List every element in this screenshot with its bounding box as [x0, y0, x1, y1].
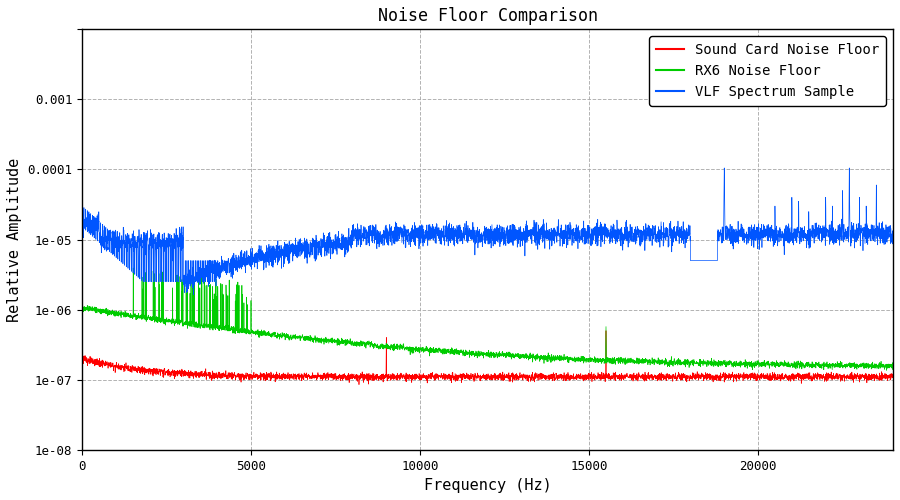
- VLF Spectrum Sample: [887, 238, 898, 244]
- Legend: Sound Card Noise Floor, RX6 Noise Floor, VLF Spectrum Sample: Sound Card Noise Floor, RX6 Noise Floor,…: [649, 36, 886, 106]
- Sound Card Noise Floor: [389, 372, 400, 378]
- RX6 Noise Floor: [389, 345, 400, 351]
- Line: VLF Spectrum Sample: VLF Spectrum Sample: [82, 168, 893, 294]
- Sound Card Noise Floor: [696, 376, 706, 382]
- Y-axis label: Relative Amplitude: Relative Amplitude: [7, 158, 22, 322]
- Sound Card Noise Floor: [887, 374, 898, 380]
- RX6 Noise Floor: [887, 364, 898, 370]
- Sound Card Noise Floor: [354, 382, 364, 388]
- Line: Sound Card Noise Floor: Sound Card Noise Floor: [82, 330, 893, 384]
- Sound Card Noise Floor: [600, 328, 611, 334]
- Sound Card Noise Floor: [572, 377, 582, 383]
- X-axis label: Frequency (Hz): Frequency (Hz): [424, 478, 552, 493]
- RX6 Noise Floor: [105, 310, 116, 316]
- Title: Noise Floor Comparison: Noise Floor Comparison: [378, 7, 598, 25]
- VLF Spectrum Sample: [572, 238, 582, 244]
- Line: RX6 Noise Floor: RX6 Noise Floor: [82, 268, 893, 370]
- VLF Spectrum Sample: [76, 207, 87, 213]
- VLF Spectrum Sample: [696, 258, 706, 264]
- VLF Spectrum Sample: [389, 234, 400, 240]
- VLF Spectrum Sample: [549, 236, 560, 242]
- VLF Spectrum Sample: [458, 224, 469, 230]
- Sound Card Noise Floor: [76, 358, 87, 364]
- RX6 Noise Floor: [128, 265, 139, 271]
- Sound Card Noise Floor: [549, 378, 560, 384]
- VLF Spectrum Sample: [188, 292, 199, 298]
- RX6 Noise Floor: [572, 356, 582, 362]
- Sound Card Noise Floor: [458, 372, 469, 378]
- VLF Spectrum Sample: [719, 165, 730, 171]
- RX6 Noise Floor: [458, 352, 469, 358]
- RX6 Noise Floor: [76, 305, 87, 311]
- RX6 Noise Floor: [696, 359, 706, 365]
- RX6 Noise Floor: [881, 368, 892, 374]
- RX6 Noise Floor: [549, 354, 560, 360]
- Sound Card Noise Floor: [105, 364, 116, 370]
- VLF Spectrum Sample: [105, 238, 116, 244]
